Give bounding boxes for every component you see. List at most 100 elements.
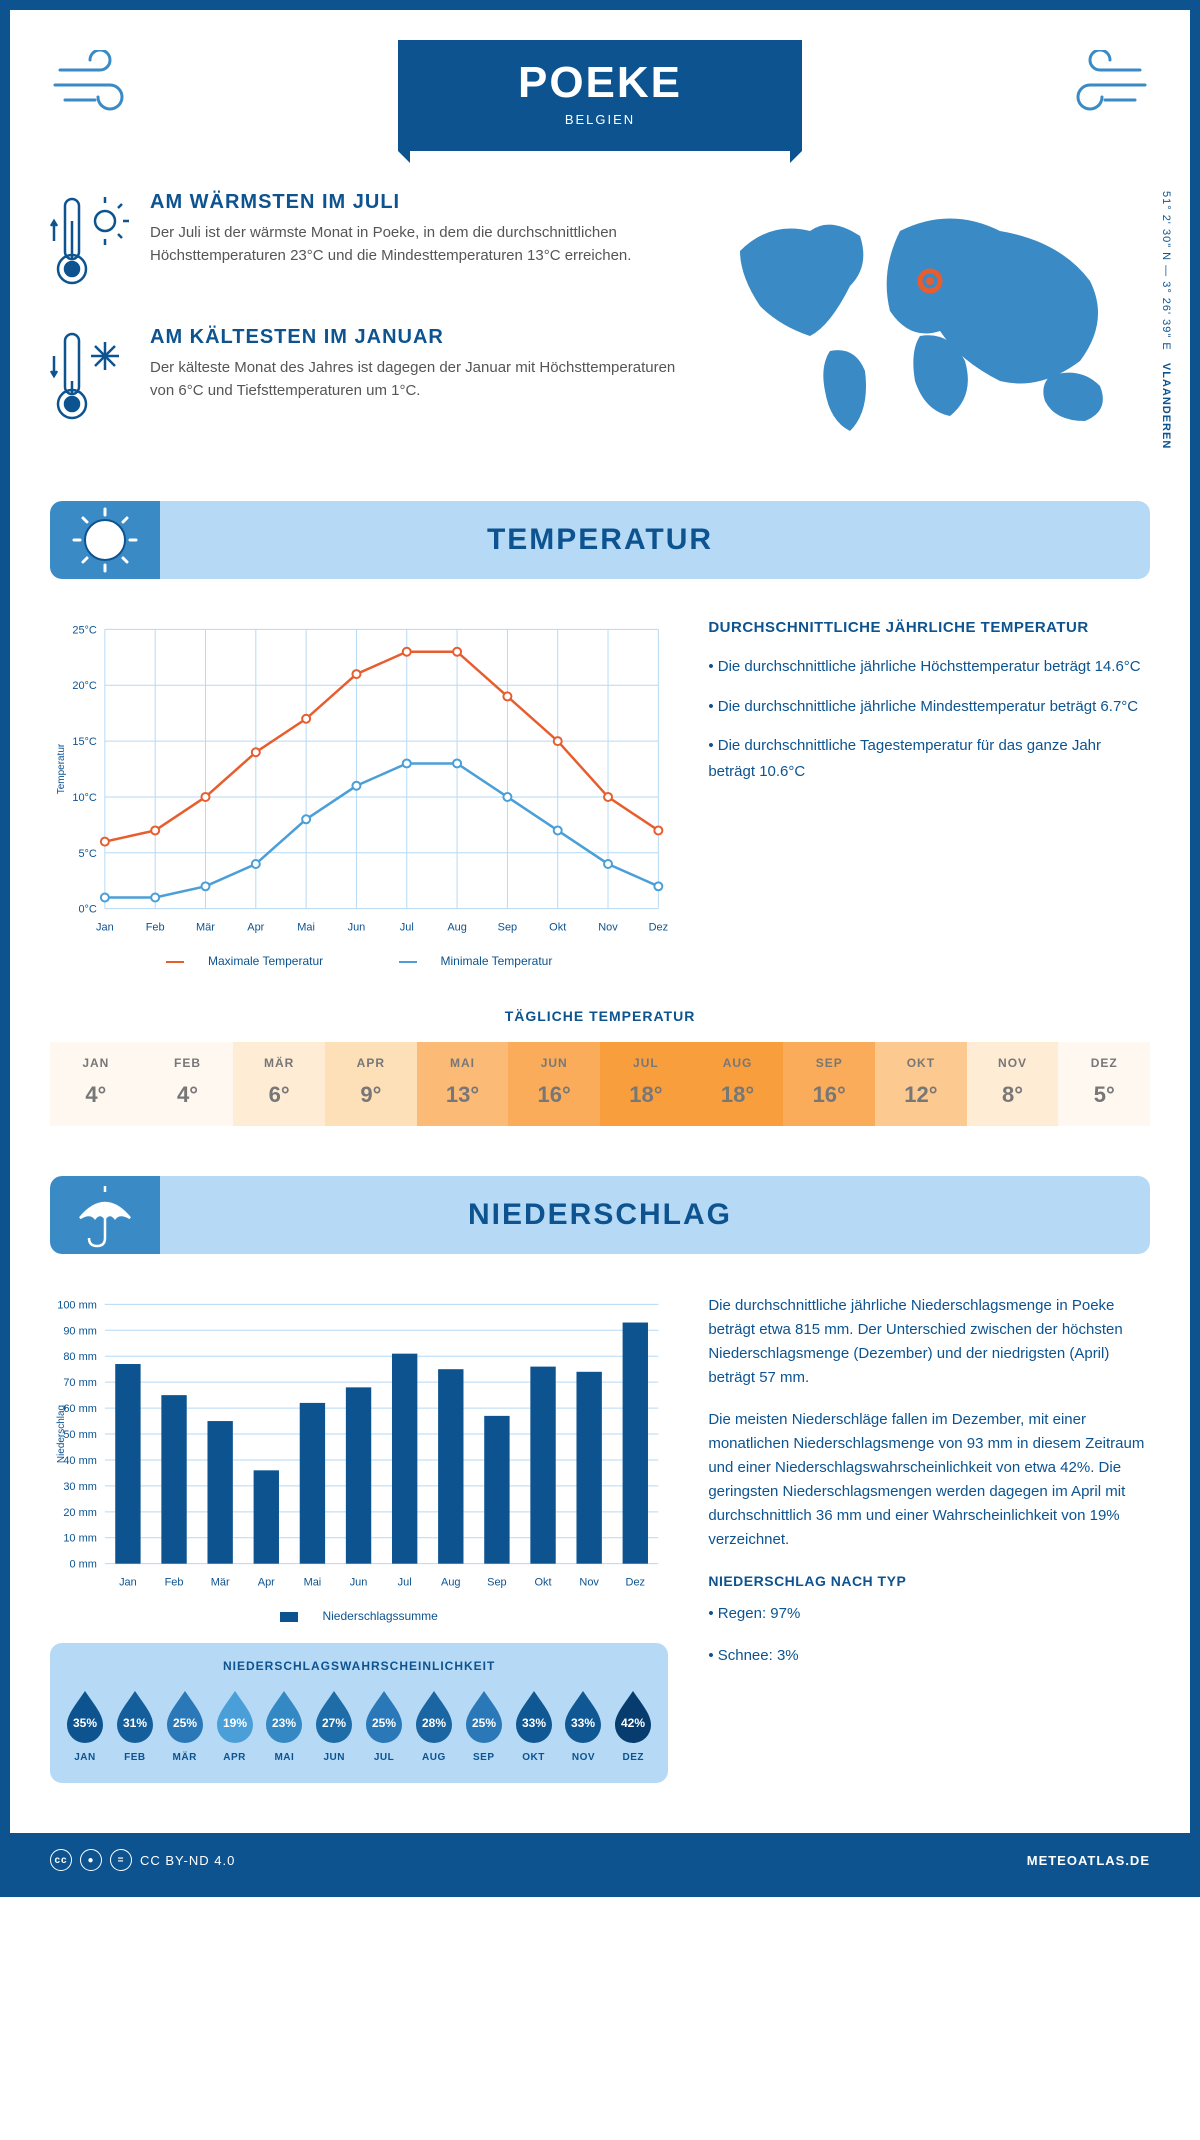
- svg-text:20°C: 20°C: [72, 680, 97, 692]
- svg-text:Mai: Mai: [297, 922, 315, 934]
- svg-text:70 mm: 70 mm: [63, 1377, 97, 1389]
- svg-text:Nov: Nov: [579, 1577, 599, 1589]
- daily-temp-title: TÄGLICHE TEMPERATUR: [50, 1008, 1150, 1024]
- daily-cell: JAN4°: [50, 1042, 142, 1126]
- svg-text:10 mm: 10 mm: [63, 1533, 97, 1545]
- cc-icon: cc: [50, 1849, 72, 1871]
- svg-text:Feb: Feb: [146, 922, 165, 934]
- svg-text:33%: 33%: [571, 1716, 595, 1730]
- daily-cell: SEP16°: [783, 1042, 875, 1126]
- world-map: 51° 2' 30" N — 3° 26' 39" E VLAANDEREN: [720, 191, 1150, 461]
- svg-text:0°C: 0°C: [78, 904, 96, 916]
- precipitation-drop: 25% MÄR: [162, 1687, 208, 1763]
- daily-cell: OKT12°: [875, 1042, 967, 1126]
- coldest-block: AM KÄLTESTEN IM JANUAR Der kälteste Mona…: [50, 326, 680, 431]
- svg-text:5°C: 5°C: [78, 848, 96, 860]
- svg-text:Niederschlag: Niederschlag: [56, 1405, 67, 1463]
- svg-text:Aug: Aug: [447, 922, 467, 934]
- svg-text:90 mm: 90 mm: [63, 1325, 97, 1337]
- precipitation-section-header: NIEDERSCHLAG: [50, 1176, 1150, 1254]
- temperature-line-chart: 0°C 5°C 10°C 15°C 20°C 25°C Jan Feb Mär Apr Mai Jun…: [50, 619, 668, 968]
- footer: cc ● = CC BY-ND 4.0 METEOATLAS.DE: [10, 1833, 1190, 1887]
- svg-text:25°C: 25°C: [72, 624, 97, 636]
- daily-cell: MAI13°: [417, 1042, 509, 1126]
- city-title: POEKE: [518, 58, 682, 108]
- wind-icon: [50, 50, 150, 125]
- svg-text:Sep: Sep: [487, 1577, 507, 1589]
- svg-text:Dez: Dez: [649, 922, 669, 934]
- daily-cell: FEB4°: [142, 1042, 234, 1126]
- svg-text:28%: 28%: [422, 1716, 446, 1730]
- svg-text:Nov: Nov: [598, 922, 618, 934]
- daily-cell: JUL18°: [600, 1042, 692, 1126]
- precipitation-probability: NIEDERSCHLAGSWAHRSCHEINLICHKEIT 35% JAN …: [50, 1643, 668, 1783]
- sun-icon: [50, 501, 160, 579]
- site-label: METEOATLAS.DE: [1027, 1853, 1150, 1868]
- temperature-section-header: TEMPERATUR: [50, 501, 1150, 579]
- svg-text:0 mm: 0 mm: [69, 1559, 96, 1571]
- daily-cell: DEZ5°: [1058, 1042, 1150, 1126]
- by-icon: ●: [80, 1849, 102, 1871]
- daily-cell: NOV8°: [967, 1042, 1059, 1126]
- svg-text:Mär: Mär: [211, 1577, 230, 1589]
- thermometer-sun-icon: [50, 191, 130, 296]
- daily-cell: JUN16°: [508, 1042, 600, 1126]
- svg-text:30 mm: 30 mm: [63, 1481, 97, 1493]
- warmest-title: AM WÄRMSTEN IM JULI: [150, 191, 680, 214]
- precipitation-drop: 42% DEZ: [610, 1687, 656, 1763]
- svg-text:Jul: Jul: [398, 1577, 412, 1589]
- svg-text:Mär: Mär: [196, 922, 215, 934]
- svg-text:40 mm: 40 mm: [63, 1455, 97, 1467]
- precipitation-drop: 33% NOV: [560, 1687, 606, 1763]
- svg-text:27%: 27%: [322, 1716, 346, 1730]
- country-subtitle: BELGIEN: [518, 112, 682, 127]
- precipitation-drop: 33% OKT: [511, 1687, 557, 1763]
- svg-text:Feb: Feb: [165, 1577, 184, 1589]
- precipitation-drop: 35% JAN: [62, 1687, 108, 1763]
- daily-cell: MÄR6°: [233, 1042, 325, 1126]
- svg-text:Jun: Jun: [350, 1577, 368, 1589]
- warmest-block: AM WÄRMSTEN IM JULI Der Juli ist der wär…: [50, 191, 680, 296]
- svg-text:10°C: 10°C: [72, 792, 97, 804]
- svg-text:Jan: Jan: [96, 922, 114, 934]
- precipitation-drop: 19% APR: [212, 1687, 258, 1763]
- coldest-text: Der kälteste Monat des Jahres ist dagege…: [150, 357, 680, 402]
- svg-text:50 mm: 50 mm: [63, 1429, 97, 1441]
- svg-text:Jun: Jun: [348, 922, 366, 934]
- svg-text:Okt: Okt: [535, 1577, 552, 1589]
- svg-text:60 mm: 60 mm: [63, 1403, 97, 1415]
- coordinates: 51° 2' 30" N — 3° 26' 39" E VLAANDEREN: [1160, 191, 1172, 449]
- header: POEKE BELGIEN: [50, 40, 1150, 151]
- precipitation-drop: 25% JUL: [361, 1687, 407, 1763]
- svg-text:Apr: Apr: [258, 1577, 275, 1589]
- license-label: CC BY-ND 4.0: [140, 1853, 235, 1868]
- svg-text:Okt: Okt: [549, 922, 566, 934]
- precipitation-bar-chart: 0 mm10 mm20 mm30 mm40 mm50 mm60 mm70 mm8…: [50, 1294, 668, 1623]
- precipitation-drop: 28% AUG: [411, 1687, 457, 1763]
- precipitation-summary: Die durchschnittliche jährliche Niedersc…: [708, 1294, 1150, 1783]
- svg-text:80 mm: 80 mm: [63, 1351, 97, 1363]
- thermometer-snow-icon: [50, 326, 130, 431]
- svg-text:Apr: Apr: [247, 922, 264, 934]
- svg-text:25%: 25%: [173, 1716, 197, 1730]
- svg-text:Jan: Jan: [119, 1577, 137, 1589]
- umbrella-icon: [50, 1176, 160, 1254]
- svg-text:25%: 25%: [472, 1716, 496, 1730]
- temperature-summary: DURCHSCHNITTLICHE JÄHRLICHE TEMPERATUR •…: [708, 619, 1150, 968]
- daily-temp-grid: JAN4° FEB4° MÄR6° APR9° MAI13° JUN16° JU…: [50, 1042, 1150, 1126]
- svg-text:33%: 33%: [522, 1716, 546, 1730]
- precipitation-drop: 25% SEP: [461, 1687, 507, 1763]
- daily-cell: AUG18°: [692, 1042, 784, 1126]
- svg-text:15°C: 15°C: [72, 736, 97, 748]
- nd-icon: =: [110, 1849, 132, 1871]
- svg-text:Jul: Jul: [400, 922, 414, 934]
- svg-text:31%: 31%: [123, 1716, 147, 1730]
- svg-text:35%: 35%: [73, 1716, 97, 1730]
- svg-text:19%: 19%: [223, 1716, 247, 1730]
- svg-text:Temperatur: Temperatur: [56, 743, 67, 794]
- svg-text:25%: 25%: [372, 1716, 396, 1730]
- svg-text:42%: 42%: [621, 1716, 645, 1730]
- svg-text:Mai: Mai: [304, 1577, 322, 1589]
- svg-text:Sep: Sep: [498, 922, 518, 934]
- precipitation-drop: 27% JUN: [311, 1687, 357, 1763]
